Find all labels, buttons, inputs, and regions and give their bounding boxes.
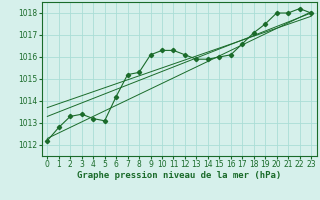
X-axis label: Graphe pression niveau de la mer (hPa): Graphe pression niveau de la mer (hPa) <box>77 171 281 180</box>
